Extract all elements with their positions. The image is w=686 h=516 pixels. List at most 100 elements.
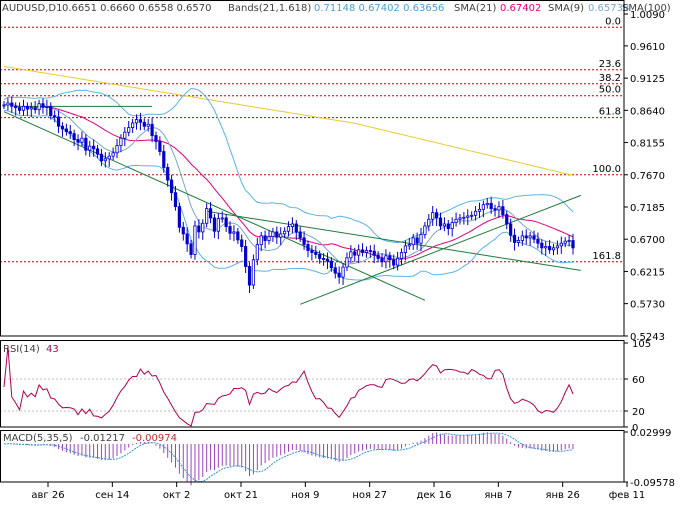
sma21-value: 0.67402 [500, 3, 541, 14]
candle-body [310, 250, 314, 253]
price-tick-label: 0.8640 [630, 106, 665, 117]
candle-body [454, 218, 458, 223]
candle-body [384, 255, 388, 263]
rsi-panel: 105 60 20 0 [0, 339, 651, 434]
candle-body [177, 206, 181, 228]
candle-body [162, 151, 166, 168]
candle-body [473, 210, 478, 216]
candle-body [220, 217, 224, 220]
candle-body [501, 206, 505, 216]
candle-body [205, 208, 209, 224]
candle-body [279, 233, 283, 238]
rsi-tick-label: 20 [632, 407, 645, 418]
price-tick-label: 0.5243 [630, 332, 665, 343]
candle-body [353, 251, 357, 256]
candle-body [150, 123, 154, 136]
candle-body [37, 103, 41, 111]
candle-body [559, 242, 563, 247]
price-tick-label: 0.9610 [630, 42, 665, 53]
candle-body [275, 231, 279, 238]
candle-body [76, 139, 80, 143]
candle-body [571, 240, 575, 249]
sma100-label: SMA(100) [622, 3, 671, 14]
time-tick-label: янв 26 [545, 490, 579, 501]
time-tick-label: авг 26 [31, 490, 64, 501]
fib-label-61.8: 61.8 [599, 107, 621, 118]
macd-panel: 0.02999 -0.09578 [3, 428, 675, 489]
candle-body [259, 235, 263, 245]
candle-body [17, 107, 22, 111]
candle-body [357, 249, 361, 256]
candle-body [72, 133, 76, 140]
time-tick-label: окт 21 [224, 490, 258, 501]
candle-body [251, 259, 256, 286]
price-tick-label: 1.0090 [630, 10, 665, 21]
candle-body [25, 105, 29, 110]
candle-body [470, 214, 474, 217]
macd-panel-border [0, 430, 625, 483]
fib-label-0.0: 0.0 [605, 16, 621, 27]
fib-label-38.2: 38.2 [599, 73, 621, 84]
sma100-line [3, 66, 574, 176]
candle-body [134, 119, 139, 124]
candle-body [442, 223, 446, 227]
candle-body [431, 212, 435, 220]
candle-body [193, 225, 197, 255]
time-tick-label: ноя 27 [352, 490, 387, 501]
time-tick-label: сен 14 [95, 490, 129, 501]
candle-body [201, 222, 205, 233]
fib-label-100.0: 100.0 [592, 164, 621, 175]
candle-body [84, 137, 88, 151]
candle-body [88, 145, 92, 151]
price-tick-label: 0.5730 [630, 300, 665, 311]
candle-body [512, 234, 517, 243]
candle-body [536, 238, 540, 244]
candle-body [68, 131, 72, 134]
time-tick-label: ноя 9 [291, 490, 319, 501]
candle-body [493, 208, 497, 211]
candle-body [255, 244, 259, 261]
candle-body [244, 246, 248, 267]
candle-body [212, 217, 217, 232]
candle-body [127, 127, 131, 133]
macd-value-main: -0.01217 [80, 433, 125, 444]
candle-body [524, 235, 528, 239]
candle-body [224, 217, 228, 227]
candle-body [228, 226, 232, 234]
candle-body [462, 216, 466, 219]
candle-body [540, 242, 544, 249]
candle-body [99, 153, 104, 162]
candle-body [392, 259, 396, 266]
candle-body [169, 179, 174, 194]
candle-body [21, 105, 26, 111]
candle-body [497, 206, 501, 211]
candle-body [107, 155, 111, 160]
candle-body [403, 245, 408, 253]
candle-body [103, 158, 107, 162]
ohlc-text: 0.6651 0.6660 0.6558 0.6570 [62, 3, 212, 14]
macd-label: MACD(5,35,5) [3, 433, 73, 444]
bands-values: 0.71148 0.67402 0.63656 [314, 3, 444, 14]
candle-body [95, 148, 100, 155]
candle-body [337, 272, 341, 278]
bollinger-lower-line [3, 109, 574, 281]
rsi-panel-border [0, 340, 625, 428]
fib-label-50.0: 50.0 [599, 85, 621, 96]
candle-body [232, 231, 236, 234]
candle-body [123, 131, 127, 139]
candle-body [341, 266, 345, 278]
candle-body [505, 214, 509, 225]
candle-body [321, 258, 326, 260]
candle-body [138, 119, 143, 123]
time-tick-label: янв 7 [484, 490, 512, 501]
candle-body [415, 237, 419, 244]
candle-body [166, 167, 170, 181]
main-panel-border [0, 0, 625, 337]
candle-body [267, 236, 271, 241]
candle-body [567, 240, 571, 242]
macd-tick-label: -0.09578 [630, 478, 675, 489]
sma21-label: SMA(21) [454, 3, 496, 14]
candle-body [489, 202, 493, 210]
time-tick-label: фев 11 [609, 490, 646, 501]
